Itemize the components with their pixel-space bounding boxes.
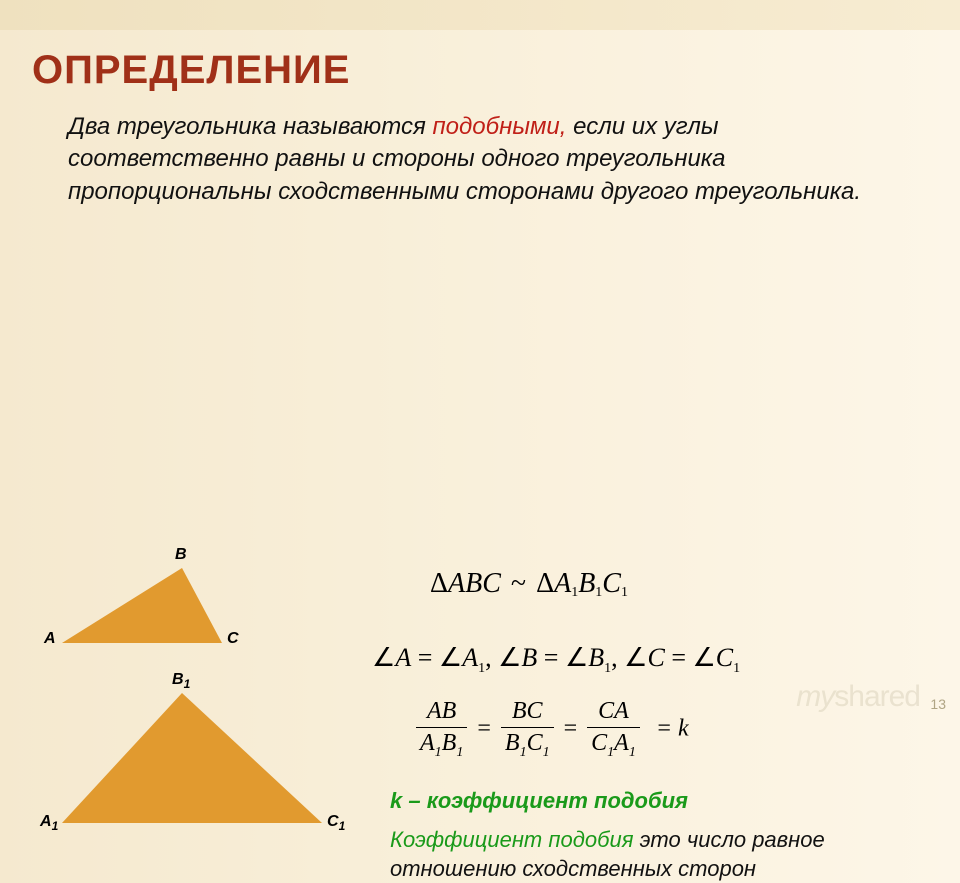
label-A1: A1 (40, 813, 58, 833)
coefficient-definition: Коэффициент подобия это число равное отн… (390, 826, 930, 883)
frac-3: CA C1A1 (587, 698, 640, 760)
formula-angles: ∠A = ∠A1, ∠B = ∠B1, ∠C = ∠C1 (372, 643, 740, 677)
label-A: A (44, 630, 56, 648)
slide-title: ОПРЕДЕЛЕНИЕ (0, 30, 960, 103)
def-part1: Два треугольника называются (68, 113, 432, 140)
def-highlight: подобными, (432, 113, 566, 140)
page-number: 13 (930, 696, 946, 712)
definition-text: Два треугольника называются подобными, е… (0, 103, 960, 208)
top-band (0, 0, 960, 30)
triangle-large-svg (62, 693, 362, 838)
k-coefficient-label: k – коэффициент подобия (390, 788, 688, 814)
watermark: myshared (796, 680, 920, 714)
formula-ratios: AB A1B1 = BC B1C1 = CA C1A1 = k (412, 698, 689, 760)
formula-similarity: ΔABC ~ ΔA1B1C1 (430, 568, 628, 601)
label-B: B (175, 546, 187, 564)
frac-1: AB A1B1 (416, 698, 467, 760)
triangle-small: A B C (62, 568, 262, 658)
frac-2: BC B1C1 (501, 698, 554, 760)
koef-green: Коэффициент подобия (390, 827, 640, 852)
triangle-large: A1 B1 C1 (62, 693, 362, 838)
equals-k: = k (650, 715, 689, 741)
label-C: C (227, 630, 239, 648)
label-B1: B1 (172, 671, 190, 691)
label-C1: C1 (327, 813, 345, 833)
